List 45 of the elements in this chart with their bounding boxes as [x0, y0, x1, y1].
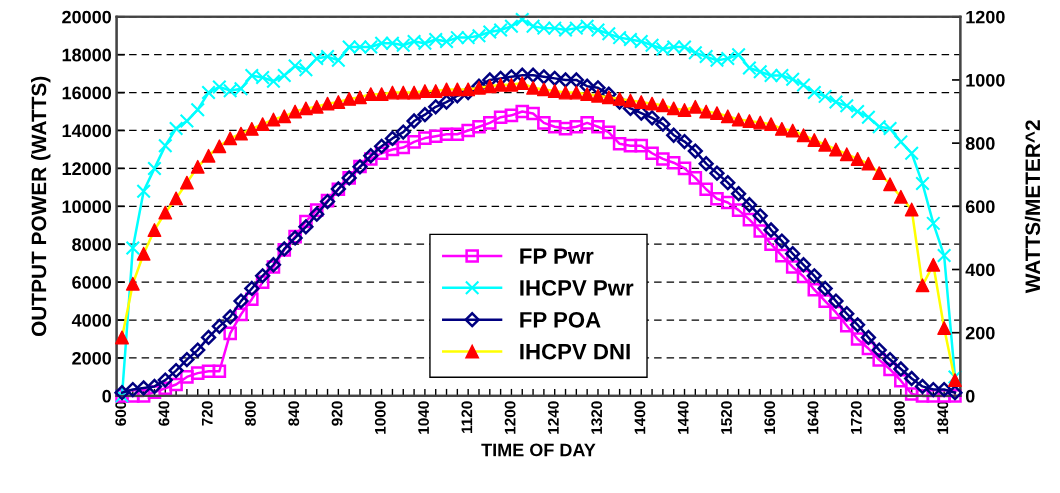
y2-tick-label: 600	[965, 200, 995, 214]
x-tick-label: 1120	[461, 401, 473, 433]
x-tick-label: 800	[245, 401, 256, 426]
x-tick-label: 1040	[418, 401, 429, 434]
y-tick-label: 6000	[72, 276, 111, 289]
y-tick-label: 10000	[62, 200, 111, 214]
legend-label: IHCPV DNI	[520, 343, 630, 360]
x-tick-label: 1440	[677, 401, 689, 434]
x-tick-label: 1240	[547, 401, 559, 434]
y2-tick-label: 800	[965, 137, 995, 150]
legend-label: FP Pwr	[520, 248, 594, 264]
x-tick-label: 1320	[591, 401, 603, 434]
y-axis-title: OUTPUT POWER (WATTS)	[31, 76, 51, 337]
legend-label: IHCPV Pwr	[520, 280, 634, 296]
y-tick-label: 14000	[62, 124, 111, 138]
y-tick-label: 18000	[62, 48, 111, 62]
legend-label: FP POA	[520, 311, 601, 328]
x-tick-label: 840	[288, 401, 300, 426]
x-tick-label: 640	[158, 401, 170, 426]
y-tick-label: 8000	[72, 238, 111, 251]
y2-axis-title: WATTS/METER^2	[1024, 120, 1041, 294]
x-tick-label: 600	[115, 401, 127, 426]
y2-tick-label: 200	[965, 326, 995, 340]
y2-tick-label: 1200	[966, 10, 1005, 24]
y2-tick-label: 400	[965, 263, 995, 277]
x-tick-label: 1600	[764, 401, 776, 434]
y-tick-label: 20000	[62, 10, 111, 24]
y-tick-label: 12000	[62, 162, 111, 176]
x-tick-label: 1520	[721, 401, 732, 434]
x-tick-label: 720	[201, 401, 213, 426]
x-tick-label: 920	[331, 401, 343, 426]
x-tick-label: 1720	[850, 401, 862, 434]
y2-tick-label: 1000	[966, 73, 1005, 87]
y-tick-label: 2000	[72, 351, 111, 365]
y-tick-label: 0	[102, 389, 111, 403]
y2-tick-label: 0	[965, 389, 975, 403]
y-tick-label: 16000	[62, 86, 111, 100]
x-tick-label: 1200	[504, 401, 516, 434]
x-axis-title: TIME OF DAY	[481, 443, 596, 457]
y-tick-label: 4000	[71, 313, 111, 327]
x-tick-label: 1640	[807, 401, 819, 434]
x-tick-label: 1800	[894, 401, 905, 434]
x-tick-label: 1400	[634, 401, 646, 434]
x-tick-label: 1000	[374, 401, 386, 434]
x-tick-label: 1840	[937, 401, 949, 434]
